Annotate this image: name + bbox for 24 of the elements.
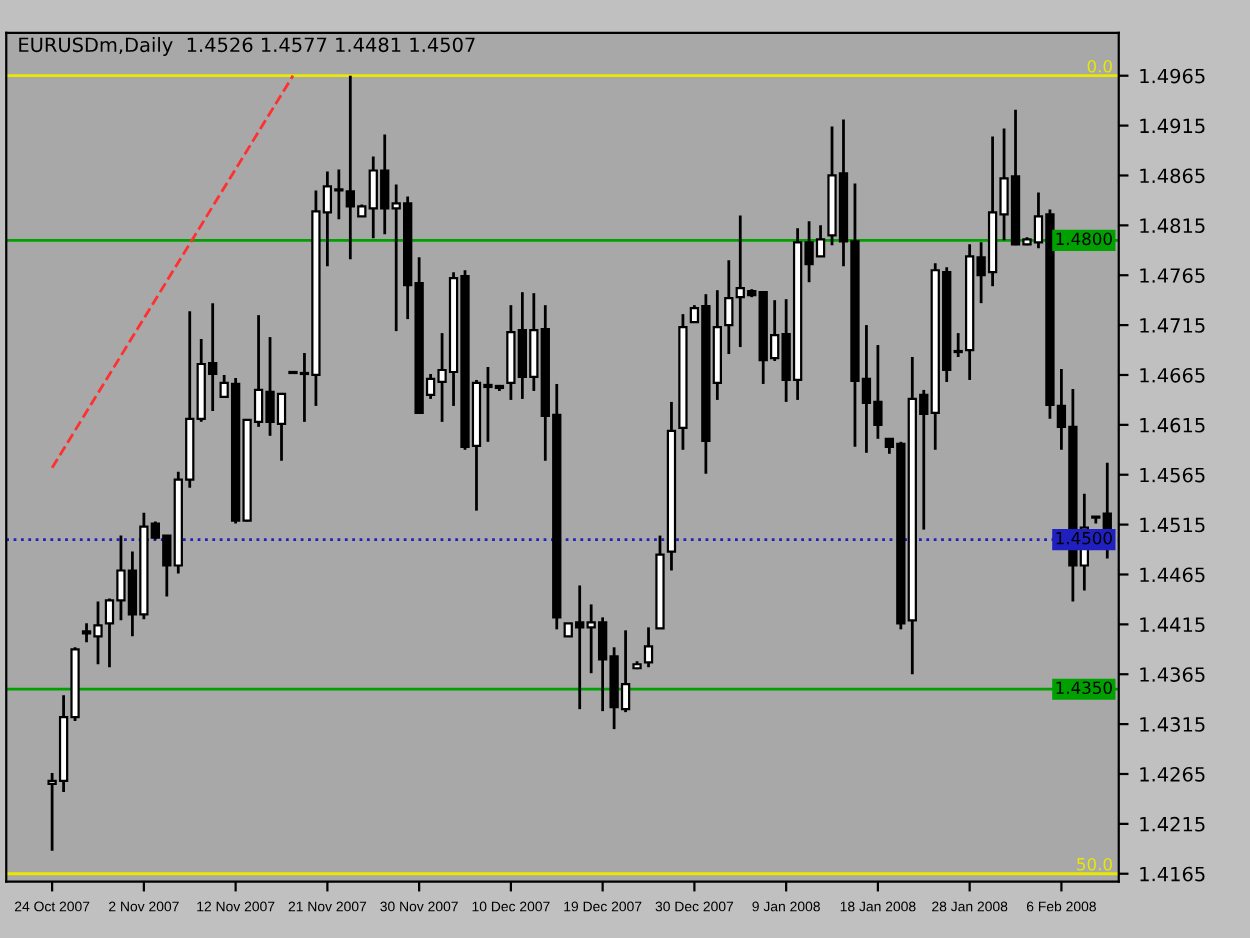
ref-line-label: 1.4350 <box>1056 681 1112 695</box>
y-tick-label: 1.4265 <box>1140 766 1205 782</box>
ref-line-label: 1.4500 <box>1056 531 1112 545</box>
y-tick-label: 1.4765 <box>1140 268 1205 283</box>
y-tick-label: 1.4615 <box>1140 417 1205 433</box>
y-tick-label: 1.4365 <box>1140 667 1205 682</box>
annotation: 0.0 <box>1087 59 1112 73</box>
y-tick-label: 1.4865 <box>1140 168 1205 184</box>
y-tick-label: 1.4915 <box>1140 118 1205 134</box>
y-tick-label: 1.4665 <box>1140 367 1205 383</box>
y-tick-label: 1.4965 <box>1140 68 1205 84</box>
y-tick-label: 1.4165 <box>1140 866 1205 882</box>
y-tick-label: 1.4415 <box>1140 617 1205 633</box>
candlestick <box>643 625 654 669</box>
y-tick-label: 1.4515 <box>1140 517 1205 533</box>
chart-title: EURUSDm,Daily 1.4526 1.4577 1.4481 1.4507 <box>19 37 475 56</box>
annotation: 50.0 <box>1077 857 1112 871</box>
y-tick-label: 1.4715 <box>1140 318 1205 333</box>
y-tick-label: 1.4215 <box>1140 816 1205 832</box>
y-tick-label: 1.4465 <box>1140 567 1205 583</box>
y-tick-label: 1.4815 <box>1140 218 1205 234</box>
y-tick-label: 1.4315 <box>1140 717 1205 732</box>
y-tick-label: 1.4565 <box>1140 467 1205 483</box>
ref-line-label: 1.4800 <box>1056 232 1112 246</box>
